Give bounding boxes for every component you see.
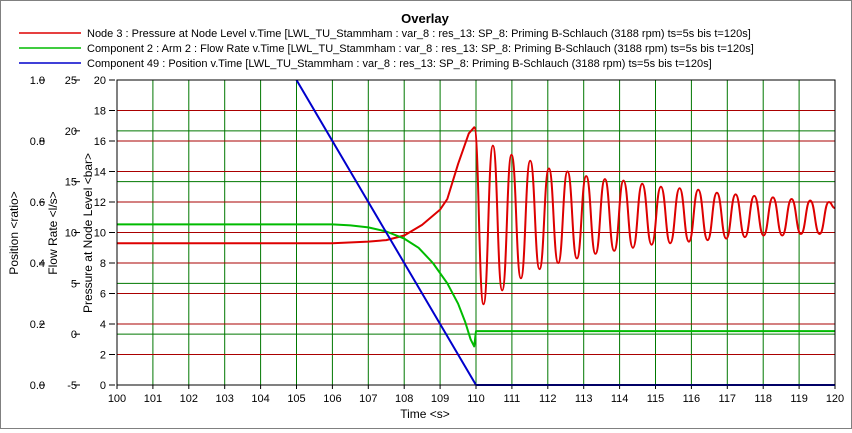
legend-label-position: Component 49 : Position v.Time [LWL_TU_S… — [87, 58, 712, 70]
x-tick-label: 116 — [683, 393, 701, 405]
x-tick-label: 113 — [575, 393, 593, 405]
y-tick-label-pressure: 10 — [94, 228, 106, 240]
y-tick-label-position: 0.6 — [30, 197, 45, 209]
y-tick-label-flow: 20 — [65, 126, 77, 138]
y-axis-label-pressure: Pressure at Node Level <bar> — [81, 153, 95, 313]
legend: Node 3 : Pressure at Node Level v.Time [… — [19, 28, 754, 70]
series-line-flow — [117, 223, 835, 348]
y-tick-label-flow: -5 — [67, 380, 77, 392]
y-tick-label-flow: 25 — [65, 75, 77, 87]
x-tick-label: 110 — [467, 393, 485, 405]
x-tick-label: 108 — [395, 393, 413, 405]
x-tick-label: 106 — [323, 393, 341, 405]
y-tick-label-position: 0.8 — [30, 136, 45, 148]
y-tick-label-pressure: 18 — [94, 106, 106, 118]
x-tick-label: 103 — [216, 393, 234, 405]
legend-label-pressure: Node 3 : Pressure at Node Level v.Time [… — [87, 28, 751, 40]
y-axes: 0.0 0.2 0.4 0.6 0.8 1.0 -5 0 5 10 15 20 25 0 2 4 6 8 10 12 1… — [30, 75, 115, 392]
x-tick-label: 114 — [611, 393, 629, 405]
chart-title: Overlay — [401, 11, 449, 26]
x-tick-label: 115 — [647, 393, 665, 405]
x-tick-label: 118 — [754, 393, 772, 405]
x-tick-label: 107 — [359, 393, 377, 405]
y-axis-label-position: Position <ratio> — [7, 191, 21, 274]
y-tick-label-pressure: 12 — [94, 197, 106, 209]
y-tick-label-position: 0.4 — [30, 258, 45, 270]
y-tick-label-position: 0.0 — [30, 380, 45, 392]
y-tick-label-pressure: 8 — [100, 258, 106, 270]
y-tick-label-flow: 5 — [71, 278, 77, 290]
x-tick-label: 100 — [108, 393, 126, 405]
series-line-pressure — [117, 126, 836, 306]
y-tick-label-pressure: 4 — [100, 319, 106, 331]
x-tick-label: 104 — [251, 393, 269, 405]
x-tick-label: 101 — [144, 393, 162, 405]
x-tick-label: 105 — [287, 393, 305, 405]
y-tick-label-pressure: 0 — [100, 380, 106, 392]
y-tick-label-position: 1.0 — [30, 75, 45, 87]
x-tick-label: 117 — [719, 393, 737, 405]
y-tick-label-flow: 10 — [65, 228, 77, 240]
y-tick-label-flow: 0 — [71, 329, 77, 341]
y-tick-label-pressure: 20 — [94, 75, 106, 87]
x-tick-label: 119 — [790, 393, 808, 405]
legend-label-flow: Component 2 : Arm 2 : Flow Rate v.Time [… — [87, 43, 754, 55]
x-tick-label: 109 — [431, 393, 449, 405]
x-tick-label: 102 — [180, 393, 198, 405]
y-tick-label-pressure: 16 — [94, 136, 106, 148]
x-tick-label: 111 — [504, 393, 521, 405]
y-axis-label-flow: Flow Rate <l/s> — [46, 191, 60, 274]
x-tick-label: 112 — [539, 393, 557, 405]
x-axis-label: Time <s> — [400, 407, 450, 421]
y-tick-label-pressure: 14 — [94, 167, 106, 179]
plot-area-border — [116, 79, 836, 386]
x-tick-label: 120 — [826, 393, 844, 405]
y-tick-label-pressure: 6 — [100, 289, 106, 301]
y-tick-label-pressure: 2 — [100, 350, 106, 362]
y-tick-label-position: 0.2 — [30, 319, 45, 331]
y-tick-label-flow: 15 — [65, 177, 77, 189]
x-axis: 100 101 102 103 104 105 106 107 108 109 110 111 112 1… — [108, 385, 844, 405]
